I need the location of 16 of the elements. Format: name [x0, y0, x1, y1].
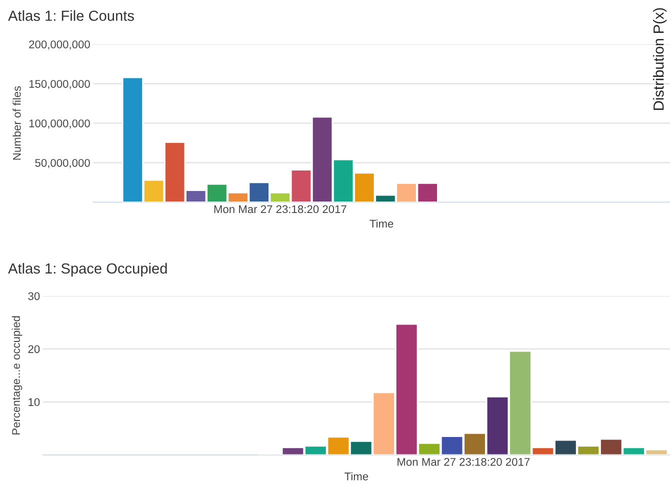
annotation: Distribution P(x) [653, 8, 667, 110]
y-tick-label: 50,000,000 [35, 158, 90, 168]
y-tick-label: 200,000,000 [29, 40, 90, 50]
y-tick-label: 10 [28, 398, 40, 406]
x-tick-label: Mon Mar 27 23:18:20 2017 [214, 205, 346, 214]
y-tick-label: 30 [28, 292, 40, 300]
y-tick-label: 150,000,000 [29, 80, 90, 90]
y-tick-label: 20 [28, 345, 40, 354]
y-tick-label: 100,000,000 [29, 119, 90, 129]
y-axis-title: Percentage...e occupied [12, 316, 22, 434]
x-tick-label: Mon Mar 27 23:18:20 2017 [398, 458, 530, 466]
y-axis-title: Number of files [12, 86, 21, 160]
chart-title: Atlas 1: Space Occupied [8, 262, 167, 277]
x-axis-title: Time [370, 219, 394, 228]
x-axis-title: Time [344, 472, 368, 480]
chart-title: Atlas 1: File Counts [8, 10, 134, 21]
